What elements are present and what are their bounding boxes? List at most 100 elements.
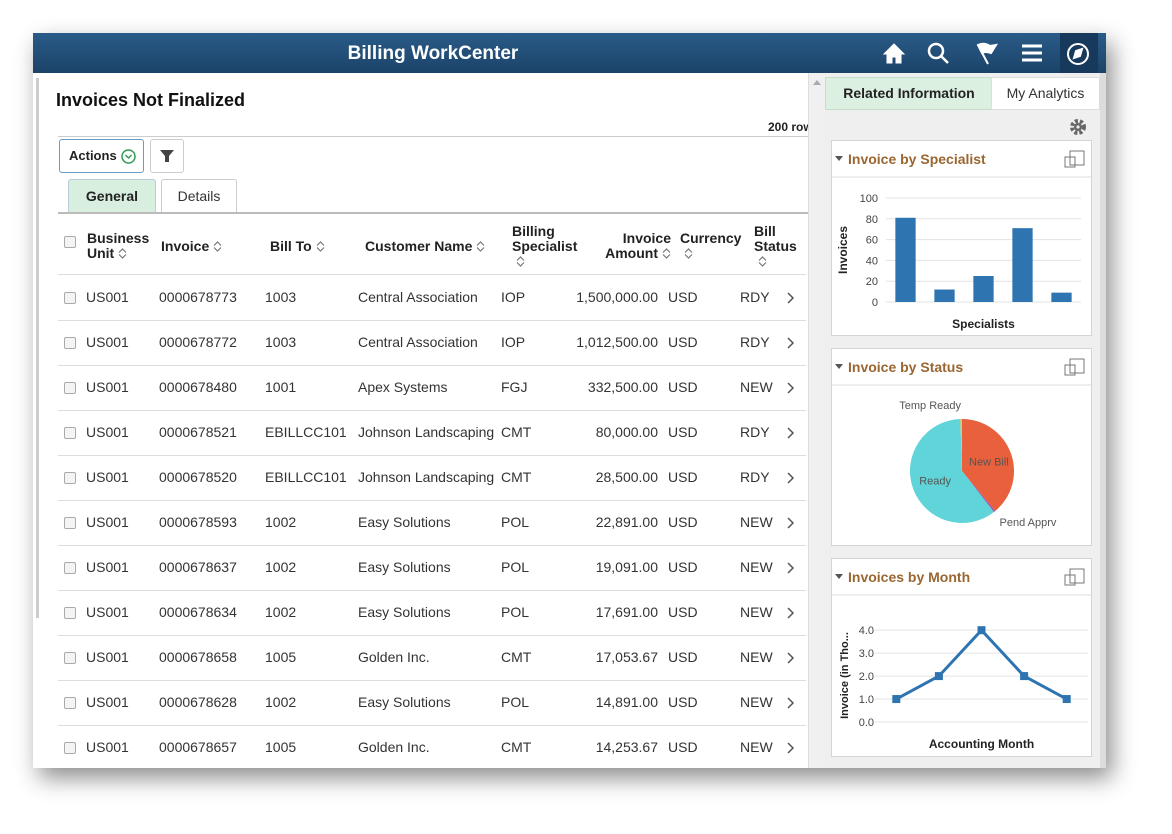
- cell: IOP: [501, 289, 526, 305]
- column-label: Invoice Amount: [605, 230, 671, 261]
- row-chevron[interactable]: [785, 336, 795, 350]
- sort-icon[interactable]: [758, 255, 767, 267]
- cell: 1003: [265, 289, 297, 305]
- row-chevron[interactable]: [785, 381, 795, 395]
- y-axis-label: Invoice (in Tho...: [839, 632, 851, 719]
- cell: USD: [668, 739, 698, 755]
- row-checkbox[interactable]: [64, 562, 76, 574]
- cell: Central Association: [358, 334, 478, 350]
- cell: Central Association: [358, 289, 478, 305]
- pie-slice: [960, 419, 962, 471]
- rowline: [58, 635, 806, 636]
- column-header[interactable]: Business Unit: [87, 224, 155, 268]
- row-chevron[interactable]: [785, 426, 795, 440]
- sort-icon[interactable]: [118, 248, 127, 259]
- sidebar-tab-label: My Analytics: [1006, 85, 1085, 101]
- row-chevron[interactable]: [785, 291, 795, 305]
- chart-title[interactable]: Invoice by Specialist: [848, 151, 986, 167]
- cell: 0000678637: [159, 559, 237, 575]
- row-checkbox[interactable]: [64, 742, 76, 754]
- cell: 0000678657: [159, 739, 237, 755]
- column-header[interactable]: Bill To: [270, 224, 350, 268]
- row-checkbox[interactable]: [64, 697, 76, 709]
- column-label: Billing Specialist: [512, 222, 578, 254]
- column-header[interactable]: Currency: [680, 224, 748, 268]
- column-header[interactable]: Billing Specialist: [512, 222, 582, 269]
- cell: USD: [668, 334, 698, 350]
- cell: EBILLCC101: [265, 469, 347, 485]
- sort-icon[interactable]: [516, 255, 525, 267]
- row-checkbox[interactable]: [64, 607, 76, 619]
- tab-label: General: [85, 188, 139, 204]
- cell: US001: [86, 694, 129, 710]
- window-edge: [1100, 73, 1106, 768]
- toolbar-line: [58, 136, 808, 137]
- row-checkbox[interactable]: [64, 427, 76, 439]
- chevron-path: [787, 697, 795, 709]
- chevron-path: [787, 472, 795, 484]
- cell: USD: [668, 604, 698, 620]
- chart-title[interactable]: Invoice by Status: [848, 359, 964, 375]
- tab-details[interactable]: Details: [161, 179, 237, 213]
- column-header[interactable]: Customer Name: [365, 224, 500, 268]
- column-header[interactable]: Invoice Amount: [590, 224, 671, 268]
- chart-title[interactable]: Invoices by Month: [848, 569, 971, 585]
- row-chevron[interactable]: [785, 516, 795, 530]
- actions-icon: [121, 149, 136, 164]
- row-checkbox[interactable]: [64, 292, 76, 304]
- chart: 0 20 40 60 80 100 Invoices Specialists: [832, 150, 1091, 331]
- sort-icon[interactable]: [684, 248, 693, 259]
- row-chevron[interactable]: [785, 696, 795, 710]
- y-tick-label: 3.0: [859, 648, 874, 660]
- sidebar-tab-related[interactable]: Related Information: [825, 77, 993, 110]
- cell: USD: [668, 649, 698, 665]
- home-icon[interactable]: [882, 43, 906, 64]
- row-checkbox[interactable]: [64, 652, 76, 664]
- sidebar-scrollbar: [808, 73, 826, 768]
- row-checkbox[interactable]: [64, 382, 76, 394]
- cell: Johnson Landscaping: [358, 424, 495, 440]
- menu-icon[interactable]: [1022, 44, 1042, 62]
- sort-icon[interactable]: [316, 240, 325, 252]
- navbar-icon[interactable]: [1067, 43, 1089, 65]
- row-chevron[interactable]: [785, 741, 795, 755]
- cell: 0000678593: [159, 514, 237, 530]
- column-header[interactable]: Invoice: [161, 224, 256, 268]
- scroll-up-arrow[interactable]: [811, 78, 823, 88]
- chevron-path: [787, 382, 795, 394]
- y-tick-label: 20: [866, 276, 878, 288]
- sort-icon[interactable]: [476, 240, 485, 252]
- column-header[interactable]: Bill Status: [754, 223, 800, 268]
- line-marker: [892, 695, 901, 704]
- cell: US001: [86, 559, 129, 575]
- sidebar-tab-analytics[interactable]: My Analytics: [991, 77, 1100, 110]
- collapse-triangle: [835, 574, 843, 579]
- line-marker: [934, 672, 943, 681]
- rowline: [58, 590, 806, 591]
- filter-button[interactable]: [150, 139, 184, 173]
- cell: US001: [86, 604, 129, 620]
- sort-icon[interactable]: [213, 240, 222, 252]
- column-header-text: Currency: [680, 231, 748, 261]
- row-checkbox[interactable]: [64, 517, 76, 529]
- cell: Golden Inc.: [358, 739, 430, 755]
- actions-button[interactable]: Actions: [59, 139, 144, 173]
- cell: 17,691.00: [595, 604, 658, 620]
- settings-icon[interactable]: [1069, 118, 1087, 136]
- column-header-text: Billing Specialist: [512, 222, 582, 269]
- chevron-path: [787, 742, 795, 754]
- flag-icon[interactable]: [976, 42, 999, 65]
- select-all-checkbox[interactable]: [64, 236, 76, 248]
- column-label: Bill To: [270, 237, 312, 254]
- sort-icon[interactable]: [662, 248, 671, 259]
- row-chevron[interactable]: [785, 651, 795, 665]
- tab-general[interactable]: General: [68, 179, 156, 213]
- row-chevron[interactable]: [785, 606, 795, 620]
- cell: Johnson Landscaping: [358, 469, 495, 485]
- row-checkbox[interactable]: [64, 337, 76, 349]
- cell: 1003: [265, 334, 297, 350]
- row-chevron[interactable]: [785, 561, 795, 575]
- search-icon[interactable]: [927, 42, 949, 64]
- row-chevron[interactable]: [785, 471, 795, 485]
- row-checkbox[interactable]: [64, 472, 76, 484]
